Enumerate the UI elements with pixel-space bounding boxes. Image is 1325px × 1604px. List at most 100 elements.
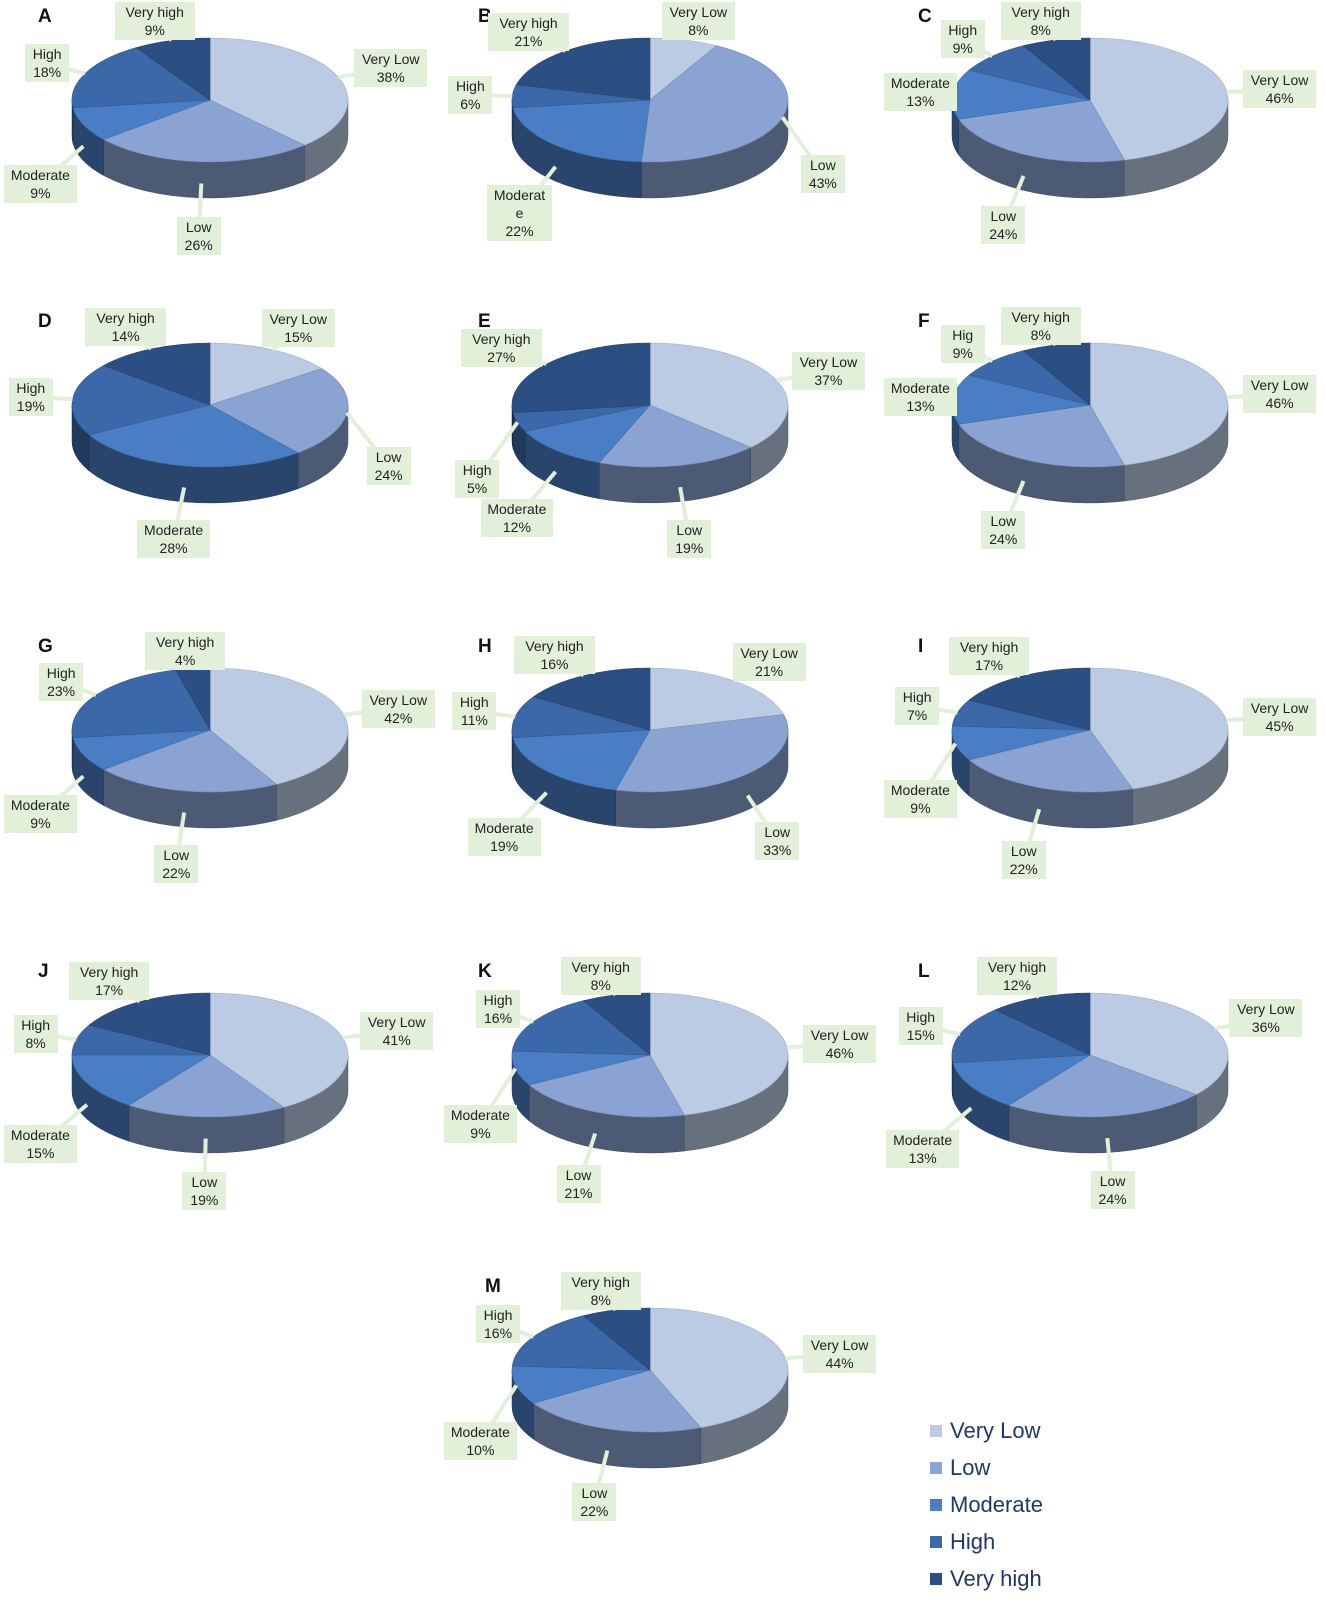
data-label-percent: 45% bbox=[1265, 717, 1294, 734]
data-label-percent: 36% bbox=[1251, 1019, 1280, 1036]
data-label-high: High 23% bbox=[39, 662, 84, 701]
data-label-moderate: Moderate 12% bbox=[480, 498, 554, 537]
data-label-percent: 15% bbox=[284, 329, 313, 346]
data-label-percent: 13% bbox=[906, 397, 935, 414]
data-label-low: Low 24% bbox=[1090, 1171, 1135, 1210]
pie-slice-very-low bbox=[209, 992, 349, 1108]
legend-label: Moderate bbox=[950, 1492, 1043, 1517]
data-label-category: Moderate bbox=[890, 379, 950, 396]
data-label-percent: 13% bbox=[908, 1149, 937, 1166]
data-label-moderate: Moderate 13% bbox=[884, 377, 957, 416]
data-label-percent: 9% bbox=[952, 345, 973, 362]
data-label-category: Low bbox=[375, 448, 402, 465]
data-label-moderate: Moderate 9% bbox=[4, 795, 77, 834]
data-label-very-low: Very Low 36% bbox=[1229, 999, 1303, 1038]
data-label-percent: 24% bbox=[374, 466, 403, 483]
legend-swatch bbox=[930, 1499, 942, 1511]
pie-slice-very-high bbox=[515, 37, 651, 101]
data-label-category: Very high bbox=[1011, 309, 1070, 325]
pie-slice-high bbox=[511, 1000, 651, 1056]
data-label-category: Very high bbox=[79, 963, 139, 980]
data-label-very-low: Very Low 37% bbox=[792, 351, 865, 390]
data-label-percent: 19% bbox=[490, 837, 519, 854]
data-label-category: Low bbox=[1010, 842, 1037, 859]
data-label-moderate: Moderate 28% bbox=[137, 520, 210, 559]
data-label-percent: 9% bbox=[910, 799, 931, 816]
data-label-category: Low bbox=[810, 156, 836, 173]
data-label-percent: 17% bbox=[975, 656, 1004, 673]
data-label-percent: 21% bbox=[564, 1184, 593, 1201]
data-label-percent: 19% bbox=[675, 539, 704, 556]
legend-label: High bbox=[950, 1529, 996, 1554]
data-label-category: High bbox=[483, 991, 513, 1008]
data-label-category: Low bbox=[565, 1166, 592, 1183]
pie-svg bbox=[30, 325, 391, 540]
data-label-low: Low 24% bbox=[981, 511, 1026, 550]
data-label-very-low: Very Low 38% bbox=[354, 49, 428, 88]
data-label-percent: 10% bbox=[466, 1442, 495, 1459]
data-label-category: Very Low bbox=[1250, 699, 1309, 716]
data-label-percent: 7% bbox=[907, 707, 928, 723]
legend-item-high: High bbox=[930, 1529, 1130, 1566]
pie-slice-low bbox=[640, 45, 789, 163]
data-label-category: Low bbox=[1099, 1173, 1126, 1190]
data-label-category: Very Low bbox=[367, 1014, 426, 1030]
data-label-very-high: Very high 17% bbox=[948, 636, 1030, 675]
pie-panel-i: I Very Low 45% Low 22% Moderate 9% High 7% Very h… bbox=[880, 630, 1320, 950]
pie-panel-j: J Very Low 41% Low 19% Moderate 15% High 8% Very … bbox=[0, 955, 440, 1275]
legend: Very Low Low Moderate High Very high bbox=[930, 1418, 1130, 1603]
data-label-percent: 8% bbox=[590, 1292, 611, 1308]
panel-letter: F bbox=[918, 311, 930, 332]
panel-letter: E bbox=[478, 311, 491, 332]
pie-svg bbox=[478, 974, 840, 1185]
pie-panel-a: A Very Low 38% Low 26% Moderate 9% High 18% Very … bbox=[0, 0, 440, 320]
pie-slice-very-high bbox=[88, 992, 211, 1056]
data-label-high: High 9% bbox=[940, 20, 985, 59]
data-label-very-low: Very Low 44% bbox=[803, 1334, 876, 1373]
data-label-low: Low 24% bbox=[981, 206, 1026, 245]
data-label-percent: 6% bbox=[460, 95, 481, 112]
data-label-very-high: Very high 8% bbox=[1000, 2, 1081, 40]
data-label-percent: 9% bbox=[30, 815, 51, 832]
data-label-percent: 19% bbox=[16, 397, 45, 414]
data-label-very-high: Very high 8% bbox=[560, 957, 641, 995]
data-label-category: Very Low bbox=[361, 51, 420, 68]
pie-slice-high bbox=[511, 1315, 651, 1371]
data-label-category: Low bbox=[990, 208, 1017, 225]
data-label-low: Low 22% bbox=[1001, 840, 1046, 879]
data-label-category: High bbox=[948, 22, 978, 39]
data-label-category: Moderate bbox=[450, 1106, 510, 1123]
data-label-percent: 22% bbox=[580, 1502, 609, 1519]
data-label-percent: 16% bbox=[484, 1009, 513, 1026]
data-label-category: Moderate bbox=[474, 819, 534, 836]
data-label-percent: 15% bbox=[26, 1145, 55, 1162]
data-label-moderate: Moderate 9% bbox=[4, 165, 77, 204]
pie-slice-moderate bbox=[512, 99, 651, 163]
data-label-percent: 9% bbox=[144, 22, 165, 38]
data-label-percent: 14% bbox=[111, 328, 140, 345]
legend-swatch bbox=[930, 1573, 942, 1585]
panel-letter: J bbox=[38, 961, 49, 982]
data-label-category: Low bbox=[163, 847, 190, 864]
pie-svg bbox=[920, 324, 1280, 532]
pie-svg bbox=[478, 1289, 840, 1503]
data-label-high: High 16% bbox=[476, 1304, 521, 1343]
data-label-moderate: Moderate 15% bbox=[4, 1125, 77, 1164]
data-label-percent: 46% bbox=[1265, 90, 1294, 107]
data-label-percent: 8% bbox=[1030, 22, 1051, 38]
pie-panel-d: D Very Low 15% Low 24% Moderate 28% High 19% Very… bbox=[0, 305, 440, 625]
data-label-high: High 11% bbox=[452, 692, 497, 731]
data-label-percent: 46% bbox=[1265, 395, 1294, 412]
panel-letter: G bbox=[38, 636, 53, 657]
data-label-percent: 22% bbox=[1009, 860, 1038, 877]
data-label-percent: 22% bbox=[162, 865, 191, 882]
data-label-category: Very high bbox=[472, 331, 531, 348]
data-label-percent: 23% bbox=[47, 682, 76, 699]
data-label-low: Low 22% bbox=[154, 845, 199, 884]
data-label-category: Moderate bbox=[10, 797, 70, 814]
legend-swatch bbox=[930, 1462, 942, 1474]
data-label-category: Moderate bbox=[890, 74, 950, 91]
pie-slice-low bbox=[102, 99, 306, 163]
data-label-category: Low bbox=[191, 1173, 218, 1190]
data-label-percent: 8% bbox=[25, 1034, 46, 1051]
